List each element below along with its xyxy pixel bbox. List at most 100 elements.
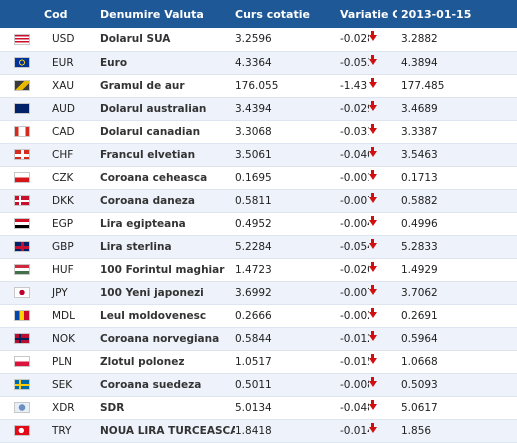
rate-variation: -0.0549 [340,235,369,259]
rate-variation: -0.053 [340,51,369,75]
currency-name: Zlotul polonez [100,350,235,374]
trend-cell [368,143,397,167]
rate-variation: -0.012 [340,327,369,351]
exchange-rate: 3.5061 [235,143,340,167]
cz-flag-icon [14,172,30,183]
pl-flag-icon [14,356,30,367]
trend-cell [368,327,397,351]
previous-rate: 0.2691 [397,304,517,328]
table-header-row: Cod Denumire Valuta Curs cotatie Variati… [0,0,517,28]
down-arrow-icon [368,261,377,272]
exchange-rate: 0.4952 [235,212,340,236]
exchange-rate: 3.6992 [235,281,340,305]
trend-cell [368,373,397,397]
currency-code: USD [44,28,100,52]
flag-cell [0,304,44,328]
previous-rate: 3.2882 [397,28,517,52]
xdr-flag-icon [14,402,30,413]
exchange-rate: 3.4394 [235,97,340,121]
trend-cell [368,304,397,328]
currency-name: NOUA LIRA TURCEASCA [100,419,235,443]
exchange-rate: 1.0517 [235,350,340,374]
trend-cell [368,350,397,374]
previous-rate: 0.5882 [397,189,517,213]
previous-rate: 1.856 [397,419,517,443]
tr-flag-icon [14,425,30,436]
rate-variation: -0.0071 [340,189,369,213]
rate-variation: -0.0319 [340,120,369,144]
flag-cell [0,74,44,98]
au-flag-icon [14,103,30,114]
trend-cell [368,166,397,190]
down-arrow-icon [368,307,377,318]
jp-flag-icon [14,287,30,298]
flag-cell [0,373,44,397]
currency-name-column-header[interactable]: Denumire Valuta [100,7,204,21]
down-arrow-icon [368,376,377,387]
previous-rate: 3.7062 [397,281,517,305]
trend-cell [368,396,397,420]
currency-name: Coroana norvegiana [100,327,235,351]
down-arrow-icon [368,330,377,341]
gold-icon [14,80,30,91]
down-arrow-icon [368,238,377,249]
previous-rate: 3.4689 [397,97,517,121]
flag-cell [0,235,44,259]
exchange-rate: 0.1695 [235,166,340,190]
exchange-rate: 1.4723 [235,258,340,282]
currency-code: CZK [44,166,100,190]
down-arrow-icon [368,399,377,410]
trend-cell [368,212,397,236]
flag-cell [0,166,44,190]
currency-name: SDR [100,396,235,420]
code-column-header[interactable]: Cod [44,7,68,21]
variation-column-header[interactable]: Variatie Curs [340,7,397,21]
previous-rate: 5.2833 [397,235,517,259]
rate-variation: -0.0295 [340,97,369,121]
trend-cell [368,419,397,443]
previous-rate: 177.485 [397,74,517,98]
currency-code: AUD [44,97,100,121]
flag-cell [0,281,44,305]
currency-code: HUF [44,258,100,282]
flag-cell [0,28,44,52]
dk-flag-icon [14,195,30,206]
currency-name: Francul elvetian [100,143,235,167]
currency-code: JPY [44,281,100,305]
flag-column-header [0,0,44,28]
date-column-header[interactable]: 2013-01-15 [401,7,472,21]
exchange-rate: 0.5844 [235,327,340,351]
table-row[interactable]: XAU Gramul de aur 176.055 -1.43 177.485 [0,74,517,98]
trend-cell [368,258,397,282]
rate-variation: -0.0018 [340,166,369,190]
currency-code: XDR [44,396,100,420]
exchange-rate: 4.3364 [235,51,340,75]
currency-name: Lira egipteana [100,212,235,236]
currency-name: Coroana daneza [100,189,235,213]
exchange-rate: 1.8418 [235,419,340,443]
trend-cell [368,74,397,98]
exchange-rate: 0.2666 [235,304,340,328]
flag-cell [0,97,44,121]
rate-variation: -0.0286 [340,28,369,52]
rate-column-header[interactable]: Curs cotatie [235,7,310,21]
trend-cell [368,28,397,52]
